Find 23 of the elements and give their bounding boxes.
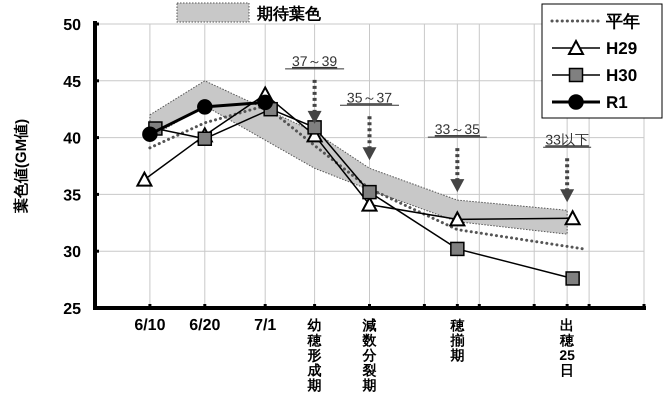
y-tick-label: 30 bbox=[63, 244, 82, 262]
legend-label: H30 bbox=[606, 66, 638, 85]
y-tick-label: 40 bbox=[63, 130, 82, 148]
annotation: 35～37 bbox=[346, 89, 392, 106]
legend-label: R1 bbox=[606, 93, 628, 112]
x-tick-label: 6/20 bbox=[189, 317, 220, 334]
x-tick-label: 減数分裂期 bbox=[362, 317, 378, 393]
x-tick-label: 6/10 bbox=[134, 317, 166, 334]
y-tick-label: 45 bbox=[63, 74, 82, 91]
x-tick-label: 穂揃期 bbox=[449, 317, 466, 363]
annotation: 33～35 bbox=[434, 121, 480, 138]
legend-label: H29 bbox=[606, 39, 638, 58]
legend-label: 平年 bbox=[605, 12, 640, 31]
y-axis-title: 葉色値(GM値) bbox=[13, 118, 30, 214]
annotation: 37～39 bbox=[292, 52, 338, 69]
y-tick-label: 25 bbox=[63, 301, 82, 318]
x-tick-label: 幼穂形成期 bbox=[306, 317, 323, 393]
annotation: 33以下 bbox=[545, 131, 589, 148]
y-tick-label: 50 bbox=[63, 17, 82, 34]
x-tick-label: 7/1 bbox=[254, 317, 276, 334]
legend-label: 期待葉色 bbox=[256, 5, 322, 23]
y-tick-label: 35 bbox=[63, 187, 82, 204]
x-tick-label: 出穂25日 bbox=[559, 317, 576, 378]
